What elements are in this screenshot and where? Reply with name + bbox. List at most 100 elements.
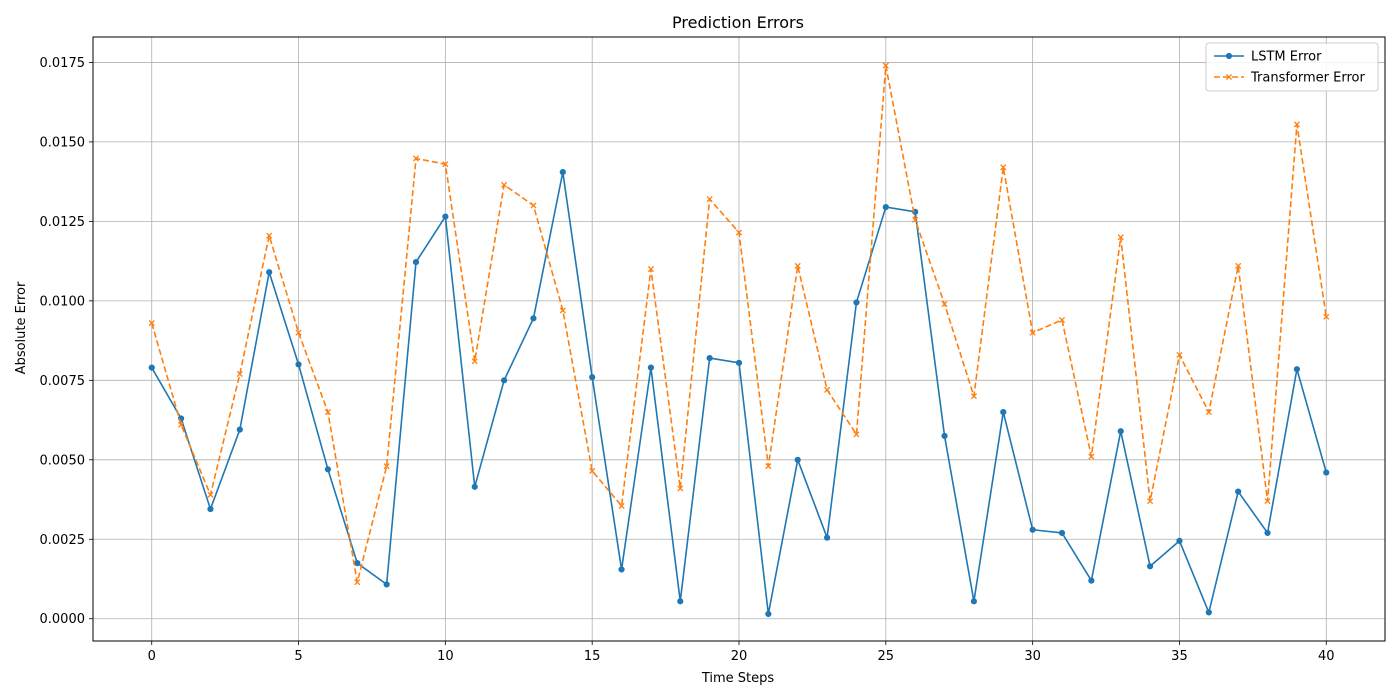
transformer-error-series [148, 62, 1330, 586]
lstm-error-point [765, 610, 772, 618]
lstm-error-point [1088, 577, 1095, 584]
transformer-error-point [324, 409, 331, 416]
y-axis-label: Absolute Error [14, 281, 29, 374]
grid-lines [93, 37, 1385, 641]
lstm-error-point [941, 432, 948, 440]
transformer-error-point [941, 300, 948, 308]
lstm-error-point [1323, 469, 1330, 476]
transformer-error-point [647, 266, 654, 273]
y-tick-label: 0.0175 [40, 56, 86, 71]
legend-marker-transformer-error [1225, 73, 1233, 81]
series-group [148, 62, 1330, 618]
transformer-error-point [1058, 316, 1066, 323]
transformer-error-point [1323, 313, 1330, 320]
lstm-error-point [354, 560, 361, 567]
legend-box [1205, 42, 1379, 92]
y-tick-label: 0.0025 [40, 533, 86, 548]
lstm-error-point [1293, 366, 1301, 373]
lstm-error-point [1235, 488, 1242, 495]
transformer-error-point [1029, 329, 1036, 336]
lstm-error-point [383, 581, 390, 588]
lstm-error-point [1205, 609, 1212, 616]
transformer-error-point [1264, 498, 1271, 505]
lstm-error-point [207, 505, 214, 513]
lstm-error-point [1117, 428, 1124, 435]
x-tick-label: 40 [1318, 649, 1335, 664]
transformer-error-point [1147, 498, 1154, 505]
lstm-error-point [1264, 529, 1271, 537]
x-axis-ticks: 0 5 10 15 20 25 30 35 40 [148, 641, 1335, 664]
x-tick-label: 35 [1171, 649, 1188, 664]
lstm-error-point [266, 269, 273, 276]
lstm-error-point [647, 364, 655, 371]
lstm-error-point [412, 258, 420, 266]
transformer-error-point [178, 421, 185, 428]
transformer-error-point [1235, 262, 1242, 269]
transformer-error-point [295, 329, 302, 336]
lstm-error-point [1000, 409, 1007, 416]
lstm-error-point [970, 598, 978, 605]
lstm-error-point [324, 466, 332, 473]
chart-title: Prediction Errors [672, 13, 804, 32]
transformer-error-point [618, 502, 625, 509]
transformer-error-point [882, 62, 889, 69]
transformer-error-point [383, 463, 390, 470]
transformer-error-point [1088, 453, 1095, 460]
lstm-error-point [589, 374, 596, 381]
x-tick-label: 20 [731, 649, 748, 664]
lstm-error-point [442, 213, 449, 220]
transformer-error-point [794, 262, 801, 269]
transformer-error-point [706, 196, 713, 203]
y-tick-label: 0.0050 [40, 453, 86, 468]
transformer-error-point [412, 155, 420, 162]
lstm-error-point [148, 364, 155, 371]
lstm-error-point [618, 566, 625, 573]
x-tick-label: 30 [1024, 649, 1041, 664]
x-axis-label: Time Steps [701, 671, 775, 686]
x-tick-label: 5 [294, 649, 302, 664]
x-tick-label: 0 [148, 649, 156, 664]
transformer-error-point [735, 229, 743, 236]
lstm-error-point [823, 534, 831, 541]
transformer-error-point [912, 216, 919, 223]
transformer-error-point [1000, 164, 1007, 171]
lstm-error-point [1029, 526, 1036, 533]
lstm-error-point [706, 354, 713, 362]
transformer-error-point [442, 161, 449, 168]
lstm-error-point [1176, 537, 1183, 544]
transformer-error-point [501, 181, 508, 188]
transformer-error-point [589, 467, 596, 474]
y-tick-label: 0.0075 [40, 374, 86, 389]
lstm-error-point [236, 426, 243, 433]
transformer-error-point [824, 386, 831, 393]
x-tick-label: 25 [878, 649, 895, 664]
transformer-error-point [471, 358, 478, 365]
transformer-error-point [148, 320, 155, 327]
transformer-error-point [1117, 234, 1124, 241]
lstm-error-point [471, 483, 478, 490]
y-tick-label: 0.0125 [40, 215, 86, 230]
transformer-error-point [1293, 121, 1300, 128]
transformer-error-point [236, 370, 243, 378]
lstm-error-point [559, 169, 566, 176]
transformer-error-point [530, 202, 537, 209]
lstm-error-point [530, 315, 537, 322]
transformer-error-point [1176, 351, 1183, 358]
y-axis-ticks: 0.0000 0.0025 0.0050 0.0075 0.0100 0.0125 0.01… [40, 56, 93, 627]
transformer-error-point [266, 232, 273, 239]
transformer-error-point [677, 485, 684, 492]
y-tick-label: 0.0150 [40, 135, 86, 150]
lstm-error-point [882, 203, 889, 211]
lstm-error-point [1058, 529, 1066, 537]
x-tick-label: 15 [584, 649, 601, 664]
transformer-error-point [970, 393, 977, 400]
legend-label-lstm-error: LSTM Error [1251, 50, 1322, 65]
legend: LSTM Error Transformer Error [1205, 42, 1379, 92]
lstm-error-point [677, 598, 684, 605]
lstm-error-point [295, 361, 302, 368]
y-tick-label: 0.0100 [40, 294, 86, 309]
transformer-error-point [765, 463, 772, 470]
lstm-error-point [794, 456, 801, 463]
